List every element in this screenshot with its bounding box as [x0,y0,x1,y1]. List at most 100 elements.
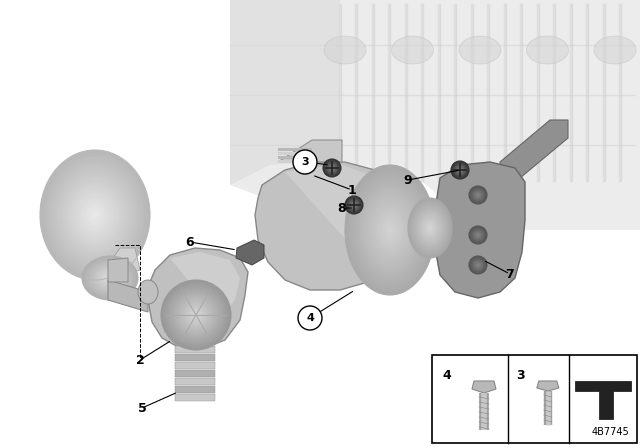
Ellipse shape [51,163,139,267]
Ellipse shape [477,234,479,236]
Ellipse shape [326,162,338,174]
Ellipse shape [454,164,465,176]
Polygon shape [175,394,215,401]
Ellipse shape [351,202,358,209]
Ellipse shape [353,204,355,206]
Ellipse shape [426,222,435,234]
Polygon shape [148,248,248,348]
Ellipse shape [102,271,118,284]
Ellipse shape [100,270,120,286]
Ellipse shape [56,169,134,260]
Ellipse shape [458,168,462,172]
Ellipse shape [324,36,366,64]
Ellipse shape [166,285,226,345]
Circle shape [298,306,322,330]
Ellipse shape [83,257,136,299]
Ellipse shape [326,162,339,174]
Ellipse shape [470,187,486,202]
Polygon shape [175,378,215,385]
Polygon shape [230,0,640,230]
Ellipse shape [352,175,428,285]
Ellipse shape [365,194,415,266]
Ellipse shape [324,160,340,176]
Ellipse shape [346,198,362,213]
Ellipse shape [472,259,484,271]
Ellipse shape [388,227,392,233]
Ellipse shape [416,208,444,247]
Ellipse shape [477,194,479,196]
Ellipse shape [186,305,207,326]
Ellipse shape [474,231,482,239]
Text: 9: 9 [404,173,412,186]
Ellipse shape [415,207,445,249]
Ellipse shape [325,161,339,175]
Text: 6: 6 [186,236,195,249]
Polygon shape [108,248,140,278]
Ellipse shape [349,201,358,210]
Ellipse shape [164,284,227,346]
Ellipse shape [367,198,413,263]
Ellipse shape [90,263,129,293]
Ellipse shape [43,153,147,277]
Ellipse shape [469,256,487,274]
Ellipse shape [189,308,203,322]
Ellipse shape [106,275,114,281]
Ellipse shape [54,166,136,264]
Ellipse shape [97,268,123,288]
Polygon shape [108,258,128,282]
Ellipse shape [470,257,486,273]
Ellipse shape [351,202,356,208]
Ellipse shape [458,168,462,172]
Ellipse shape [452,162,468,178]
Ellipse shape [349,200,359,210]
Ellipse shape [184,303,208,327]
Ellipse shape [475,192,481,198]
Polygon shape [175,346,215,353]
Ellipse shape [363,191,417,269]
Ellipse shape [351,202,357,208]
Ellipse shape [353,204,355,207]
Ellipse shape [472,228,484,241]
Ellipse shape [328,164,337,172]
Ellipse shape [472,259,483,271]
Ellipse shape [330,165,335,171]
Ellipse shape [354,178,426,282]
Text: 5: 5 [138,401,147,414]
Ellipse shape [424,220,435,236]
Ellipse shape [65,179,125,251]
Ellipse shape [188,306,205,324]
Ellipse shape [456,165,465,175]
Ellipse shape [161,280,231,350]
Ellipse shape [109,277,111,279]
Ellipse shape [424,219,436,237]
Ellipse shape [427,224,433,233]
Ellipse shape [92,264,128,292]
Text: 7: 7 [506,267,515,280]
Ellipse shape [477,264,479,266]
Ellipse shape [361,188,419,272]
Ellipse shape [76,192,115,238]
Polygon shape [500,120,568,182]
Ellipse shape [451,161,468,179]
Ellipse shape [474,191,482,198]
Ellipse shape [325,161,339,175]
Ellipse shape [471,228,485,242]
Ellipse shape [476,263,480,267]
Ellipse shape [48,160,141,270]
Ellipse shape [459,36,501,64]
Ellipse shape [469,186,487,204]
Ellipse shape [370,201,410,259]
Ellipse shape [163,282,229,348]
Ellipse shape [385,224,394,237]
Ellipse shape [89,262,131,294]
Ellipse shape [409,199,451,257]
Ellipse shape [470,187,486,203]
Ellipse shape [527,36,568,64]
Ellipse shape [372,204,408,256]
Ellipse shape [81,199,109,231]
Ellipse shape [323,159,340,177]
Polygon shape [435,162,525,298]
Ellipse shape [331,167,333,169]
Ellipse shape [476,233,480,237]
Ellipse shape [419,213,441,243]
